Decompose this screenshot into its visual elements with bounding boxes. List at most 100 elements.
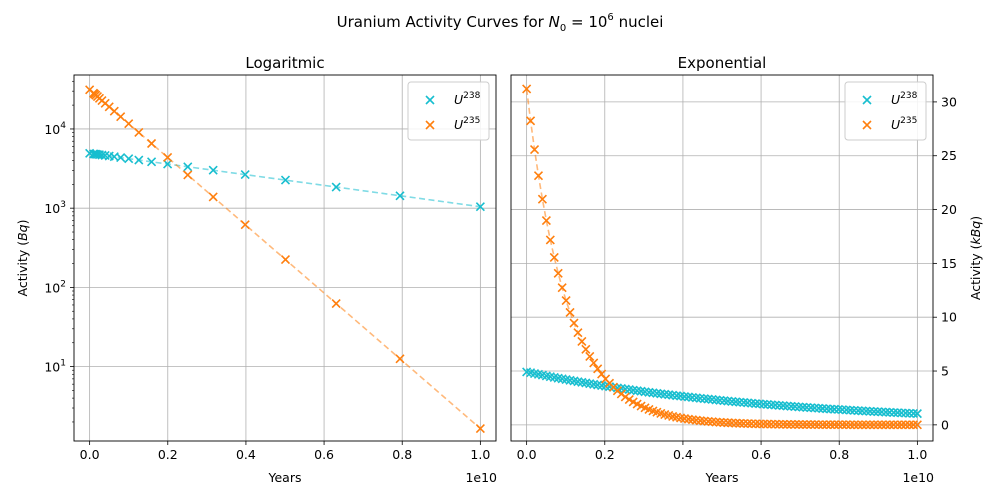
y-tick-label: 0	[941, 417, 949, 432]
y-tick-label: 104	[44, 121, 66, 137]
data-point	[865, 406, 875, 416]
data-point	[904, 420, 915, 430]
legend-label-u235: U235	[891, 116, 917, 132]
panel-linear-x-ticks: 0.0 0.2 0.4 0.6 0.8 1.0	[517, 441, 927, 462]
data-point	[837, 405, 847, 415]
panel-log-legend-box	[407, 81, 490, 141]
y-tick-label: 15	[941, 256, 957, 271]
data-point	[806, 420, 816, 430]
data-point	[124, 154, 134, 164]
data-point	[908, 420, 918, 430]
data-point	[208, 192, 218, 202]
data-point	[889, 420, 899, 430]
panel-linear-x-offset: 1e10	[902, 470, 934, 485]
data-point	[573, 328, 583, 338]
data-point	[798, 419, 808, 430]
data-point	[908, 408, 918, 419]
data-point	[814, 420, 824, 430]
data-point	[869, 406, 879, 417]
data-point	[877, 420, 887, 430]
series-u238-points	[522, 367, 922, 419]
data-point	[885, 407, 895, 417]
data-point	[134, 127, 144, 138]
data-point	[475, 423, 485, 434]
series-u235-points	[85, 85, 485, 434]
data-point	[841, 405, 851, 415]
y-tick-label: 102	[44, 279, 66, 295]
x-tick-label: 0.4	[673, 447, 693, 462]
data-point	[565, 307, 575, 317]
data-point	[620, 392, 630, 402]
data-point	[912, 420, 922, 430]
data-point	[845, 405, 855, 415]
x-tick-label: 0.6	[751, 447, 771, 462]
data-point	[549, 252, 559, 262]
data-point	[912, 409, 922, 419]
data-point	[754, 419, 765, 429]
data-point	[395, 354, 405, 364]
data-point	[873, 420, 883, 430]
data-point	[770, 419, 780, 429]
x-tick-label: 0.8	[392, 447, 412, 462]
data-point	[280, 255, 291, 265]
data-point	[561, 296, 571, 306]
data-point	[529, 145, 540, 155]
data-point	[475, 202, 485, 212]
data-point	[825, 420, 836, 430]
series-line-u235	[89, 89, 481, 430]
y-tick-label: 101	[44, 359, 66, 375]
panel-log-x-ticks: 0.0 0.2 0.4 0.6 0.8 1.0	[80, 441, 490, 462]
data-point	[163, 152, 173, 162]
data-point	[589, 358, 599, 368]
data-point	[853, 420, 863, 430]
data-point	[881, 407, 891, 417]
data-point	[782, 419, 792, 429]
data-point	[841, 420, 851, 430]
data-point	[569, 318, 579, 328]
data-point	[750, 419, 761, 429]
data-point	[829, 404, 840, 414]
data-point	[533, 171, 544, 181]
x-tick-label: 0.2	[595, 447, 615, 462]
data-point	[134, 155, 144, 165]
x-tick-label: 0.4	[236, 447, 256, 462]
panel-log: Logaritmic 0.0 0.2 0.4 0.6 0.8 1.0 1011021031…	[15, 54, 497, 485]
data-point	[183, 162, 193, 172]
panel-log-title: Logaritmic	[245, 54, 324, 72]
data-point	[893, 420, 903, 430]
legend-marker-u238	[425, 95, 435, 105]
data-point	[897, 408, 907, 418]
data-point	[794, 419, 804, 430]
data-point	[786, 419, 796, 429]
data-point	[857, 420, 867, 430]
data-point	[727, 418, 737, 428]
data-point	[762, 419, 772, 429]
panel-log-legend: U238 U235	[407, 81, 490, 141]
data-point	[240, 220, 250, 230]
data-point	[881, 420, 891, 430]
data-point	[747, 419, 757, 429]
data-point	[146, 138, 157, 149]
y-tick-label: 103	[44, 200, 66, 216]
y-tick-label: 20	[941, 202, 957, 217]
data-point	[833, 420, 843, 430]
data-point	[865, 420, 875, 430]
data-point	[893, 408, 903, 418]
data-point	[829, 420, 840, 430]
series-u238-points	[85, 148, 485, 212]
data-point	[545, 235, 555, 245]
data-point	[857, 406, 867, 416]
data-point	[766, 419, 776, 429]
x-tick-label: 0.6	[314, 447, 334, 462]
data-point	[837, 420, 847, 430]
data-point	[715, 417, 725, 427]
data-point	[163, 159, 173, 169]
legend-marker-u235	[425, 120, 435, 130]
data-point	[240, 170, 250, 180]
data-point	[739, 418, 749, 429]
data-point	[97, 150, 107, 160]
legend-marker-u238	[862, 95, 872, 105]
data-point	[331, 298, 341, 309]
data-point	[116, 112, 126, 122]
